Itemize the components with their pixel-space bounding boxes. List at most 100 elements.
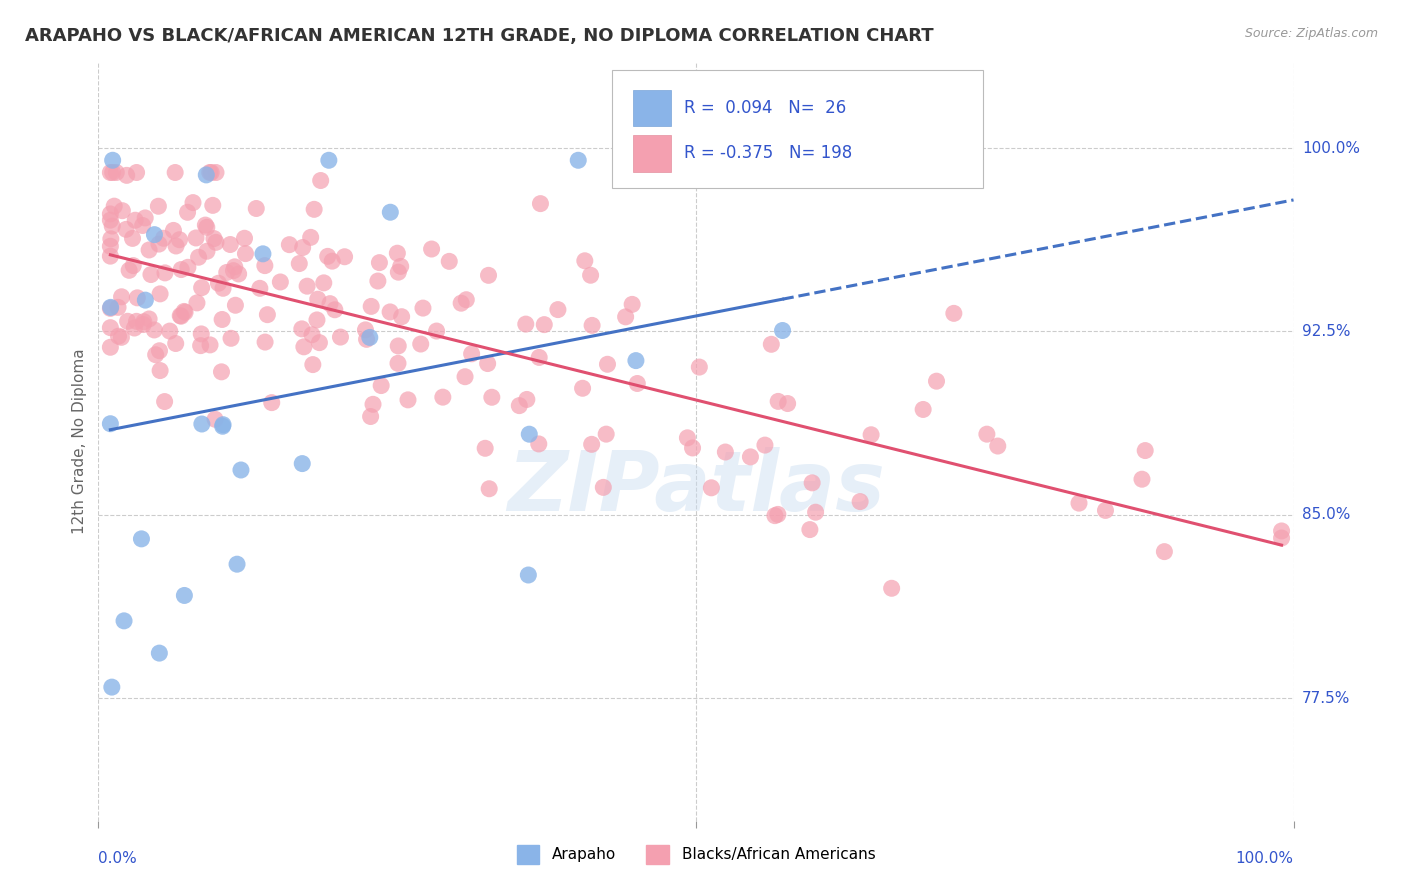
Point	[527, 351, 550, 365]
Text: ARAPAHO VS BLACK/AFRICAN AMERICAN 12TH GRADE, NO DIPLOMA CORRELATION CHART: ARAPAHO VS BLACK/AFRICAN AMERICAN 12TH G…	[25, 27, 934, 45]
Point	[912, 402, 935, 417]
Point	[976, 427, 998, 442]
Point	[318, 153, 340, 168]
Point	[256, 308, 278, 322]
Point	[169, 309, 191, 323]
Point	[278, 237, 301, 252]
Point	[305, 313, 328, 327]
Point	[849, 494, 872, 508]
Point	[319, 296, 342, 310]
Point	[378, 305, 401, 319]
Point	[389, 260, 412, 274]
Point	[127, 291, 149, 305]
Point	[308, 335, 330, 350]
Point	[581, 318, 603, 333]
Point	[432, 390, 454, 404]
Text: 0.0%: 0.0%	[98, 851, 138, 866]
Point	[153, 394, 176, 409]
Point	[98, 165, 122, 179]
Point	[200, 165, 222, 179]
Point	[359, 330, 381, 344]
Point	[439, 254, 461, 268]
Point	[302, 202, 325, 217]
Point	[595, 427, 617, 442]
Point	[101, 165, 124, 179]
Point	[131, 532, 153, 546]
Point	[98, 320, 122, 334]
Point	[138, 243, 160, 257]
Text: 100.0%: 100.0%	[1236, 851, 1294, 866]
Point	[228, 267, 250, 281]
Point	[474, 442, 496, 456]
Point	[211, 365, 233, 379]
Point	[1271, 524, 1294, 538]
Point	[165, 239, 187, 253]
Point	[176, 205, 198, 219]
Point	[190, 326, 212, 341]
Point	[233, 231, 256, 245]
Point	[1094, 503, 1116, 517]
Point	[409, 337, 432, 351]
Point	[191, 417, 214, 431]
Point	[387, 339, 409, 353]
Point	[799, 523, 821, 537]
Point	[118, 263, 141, 277]
Point	[177, 260, 200, 275]
Point	[299, 230, 322, 244]
Point	[249, 281, 271, 295]
Point	[626, 376, 648, 391]
Point	[195, 220, 218, 235]
Point	[101, 219, 124, 233]
Point	[700, 481, 723, 495]
Point	[517, 568, 540, 582]
Point	[517, 427, 540, 442]
Text: R =  0.094   N=  26: R = 0.094 N= 26	[685, 99, 846, 117]
Point	[333, 250, 356, 264]
Point	[1153, 544, 1175, 558]
Point	[592, 480, 614, 494]
Point	[1067, 496, 1090, 510]
Point	[387, 356, 409, 370]
Point	[229, 463, 252, 477]
Point	[143, 323, 166, 337]
Point	[269, 275, 291, 289]
Point	[134, 293, 156, 307]
Point	[124, 213, 146, 227]
Point	[323, 302, 346, 317]
Point	[987, 439, 1010, 453]
Point	[198, 165, 221, 179]
Point	[122, 259, 145, 273]
Point	[219, 331, 242, 345]
Point	[165, 165, 187, 179]
Point	[235, 246, 257, 260]
Point	[110, 290, 132, 304]
Bar	[633, 90, 671, 126]
Point	[170, 262, 193, 277]
Point	[169, 233, 191, 247]
Point	[291, 322, 314, 336]
Point	[368, 255, 391, 269]
Point	[194, 218, 217, 232]
Point	[254, 334, 277, 349]
Point	[148, 343, 170, 358]
Point	[181, 195, 204, 210]
Point	[288, 256, 311, 270]
Point	[190, 338, 212, 352]
Point	[219, 237, 242, 252]
Point	[450, 296, 472, 310]
Point	[766, 508, 789, 522]
Point	[117, 314, 139, 328]
Text: 77.5%: 77.5%	[1302, 690, 1350, 706]
Point	[111, 203, 134, 218]
Point	[139, 268, 162, 282]
Point	[301, 358, 323, 372]
Point	[624, 353, 647, 368]
Point	[224, 260, 246, 274]
Point	[776, 396, 799, 410]
Point	[98, 301, 122, 316]
Bar	[633, 136, 671, 171]
Point	[212, 281, 235, 295]
Point	[245, 202, 267, 216]
Point	[100, 301, 122, 315]
Point	[361, 397, 384, 411]
